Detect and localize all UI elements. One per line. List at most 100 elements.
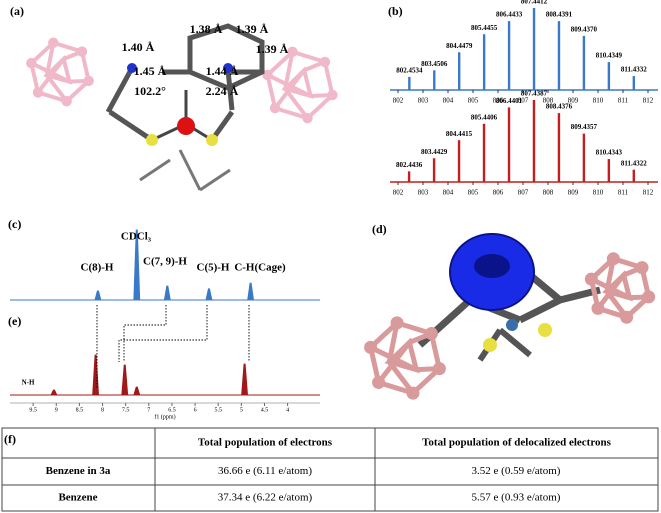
x-tick-label: 7.5 — [122, 407, 130, 413]
cage-atom — [76, 46, 88, 57]
cage-atom — [432, 362, 446, 376]
x-tick-label: 812 — [643, 189, 654, 197]
bond-label: 2.24 Å — [206, 84, 239, 98]
peak-annotation: C(5)-H — [197, 262, 230, 274]
nmr-peak — [133, 229, 141, 301]
cage-atom — [406, 386, 420, 400]
cage-atom — [372, 375, 386, 389]
peak-label: 808.4376 — [546, 103, 573, 111]
peak-label: 804.4479 — [446, 42, 473, 50]
x-axis-label: f1 (ppm) — [154, 413, 175, 420]
panel-label: (f) — [4, 432, 16, 446]
orbital-hole — [474, 254, 510, 278]
peak-label: 804.4415 — [446, 130, 473, 138]
x-tick-label: 4.5 — [261, 407, 269, 413]
cage-atom — [327, 89, 338, 101]
cage-edge — [283, 87, 310, 120]
nmr-peak — [247, 282, 254, 301]
nmr-peak — [94, 290, 102, 301]
table-cell: 5.57 e (0.93 e/atom) — [472, 492, 561, 504]
connector — [123, 305, 167, 362]
bond-label: 1.44 Å — [206, 64, 239, 78]
x-tick-label: 809 — [568, 189, 579, 197]
peak-label: 811.4322 — [621, 159, 647, 167]
table-header: Total population of delocalized electron… — [422, 437, 612, 449]
cage-edge — [602, 270, 633, 302]
nmr-peak — [205, 288, 213, 301]
cage-atom — [32, 87, 44, 98]
peak — [557, 21, 561, 90]
peak-label: 806.4401 — [496, 97, 523, 105]
cage-edge — [43, 55, 73, 85]
peak — [457, 52, 461, 90]
cage-atom — [319, 56, 331, 68]
peak-annotation: CDCl₃ — [121, 231, 152, 243]
x-tick-label: 805 — [468, 189, 479, 197]
x-tick-label: 9 — [55, 407, 58, 413]
peak-label: 803.4506 — [421, 60, 448, 68]
carborane-cage — [262, 46, 338, 124]
x-tick-label: 804 — [443, 97, 454, 105]
cage-atom — [26, 57, 37, 69]
x-tick-label: 4 — [286, 407, 289, 413]
sulfur — [146, 134, 158, 146]
orbital-drawing — [417, 233, 601, 362]
bond — [108, 109, 154, 143]
table-cell: 3.52 e (0.59 e/atom) — [472, 465, 561, 477]
peak — [482, 34, 486, 90]
x-tick-label: 9.5 — [29, 407, 37, 413]
cage-atom — [302, 112, 313, 124]
row-label: Benzene in 3a — [46, 465, 111, 477]
bond-label: 102.2° — [134, 84, 166, 98]
cage-atom — [424, 327, 438, 341]
peak-annotation: C(8)-H — [81, 262, 114, 274]
peak-label: 810.4349 — [596, 52, 623, 60]
bond-label: 1.40 Å — [122, 40, 155, 54]
peak-label: 805.4455 — [471, 24, 498, 32]
nmr-peak — [241, 363, 248, 396]
x-tick-label: 7 — [147, 407, 150, 413]
peak-label: 802.4436 — [396, 161, 423, 169]
peak — [607, 159, 611, 182]
peak-label: 803.4429 — [421, 148, 448, 156]
x-tick-label: 806 — [493, 97, 504, 105]
peak — [482, 123, 486, 182]
sulfur — [538, 323, 552, 337]
cage-atom — [635, 261, 649, 275]
cage-atom — [591, 301, 605, 315]
x-tick-label: 5 — [240, 407, 243, 413]
x-tick-label: 803 — [418, 97, 429, 105]
bond-label: 1.45 Å — [134, 64, 167, 78]
x-tick-label: 802 — [393, 97, 404, 105]
x-tick-label: 6.5 — [168, 407, 176, 413]
bond-label: 1.39 Å — [256, 42, 289, 56]
cage-atom — [642, 290, 656, 304]
bond — [139, 158, 171, 182]
peak — [557, 113, 561, 182]
peak-label: 805.4406 — [471, 113, 498, 121]
bond — [518, 296, 562, 324]
x-tick-label: 811 — [618, 189, 629, 197]
bond — [225, 69, 235, 111]
cage-edge — [283, 51, 295, 90]
cage-atom — [262, 69, 273, 81]
nmr-peak — [121, 364, 129, 396]
peak — [532, 8, 536, 90]
peak — [532, 100, 536, 182]
peak — [457, 140, 461, 182]
panel-label: (a) — [10, 4, 24, 18]
x-tick-label: 8.5 — [76, 407, 84, 413]
carborane-cage — [26, 37, 94, 107]
peak — [432, 158, 436, 182]
bond — [178, 149, 202, 191]
table-border — [1, 427, 659, 512]
x-tick-label: 804 — [443, 189, 454, 197]
peak-label: 809.4370 — [571, 25, 598, 33]
peak — [408, 76, 411, 90]
peak — [582, 133, 586, 182]
x-tick-label: 810 — [593, 189, 604, 197]
molecule-drawing — [105, 23, 265, 192]
x-tick-label: 810 — [593, 97, 604, 105]
